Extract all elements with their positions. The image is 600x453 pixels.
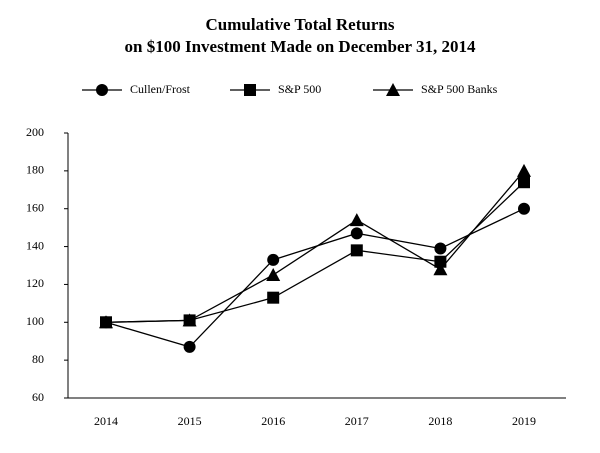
marker (267, 253, 280, 266)
marker (518, 176, 530, 189)
marker (517, 163, 531, 177)
marker (182, 313, 197, 327)
marker (349, 213, 364, 227)
legend-label: S&P 500 (278, 82, 321, 96)
legend-marker (244, 84, 256, 96)
y-tick-label: 80 (32, 352, 44, 366)
x-tick-label: 2014 (94, 414, 118, 428)
marker (183, 340, 196, 353)
y-tick-label: 200 (26, 125, 44, 139)
x-tick-label: 2016 (261, 414, 285, 428)
marker (99, 315, 113, 329)
marker (350, 244, 363, 257)
line (105, 208, 525, 348)
x-tick-label: 2018 (428, 414, 452, 428)
y-tick-label: 140 (26, 238, 44, 252)
y-tick-label: 160 (26, 200, 44, 214)
y-tick-label: 120 (26, 276, 44, 290)
line (105, 181, 525, 323)
legend-marker (96, 84, 108, 96)
marker (518, 202, 530, 215)
x-tick-label: 2015 (178, 414, 202, 428)
y-tick-label: 180 (26, 163, 44, 177)
y-tick-label: 60 (32, 390, 44, 404)
marker (433, 262, 448, 276)
legend-marker (386, 83, 400, 96)
marker (267, 291, 280, 304)
marker (434, 242, 447, 255)
x-tick-label: 2019 (512, 414, 536, 428)
marker (434, 255, 447, 268)
legend-label: Cullen/Frost (130, 82, 191, 96)
marker (350, 227, 363, 240)
chart-title: Cumulative Total Returns (206, 15, 395, 34)
chart-subtitle: on $100 Investment Made on December 31, … (125, 37, 476, 56)
legend-label: S&P 500 Banks (421, 82, 498, 96)
x-tick-label: 2017 (345, 414, 369, 428)
line (105, 170, 525, 323)
y-tick-label: 100 (26, 314, 44, 328)
marker (266, 267, 281, 281)
